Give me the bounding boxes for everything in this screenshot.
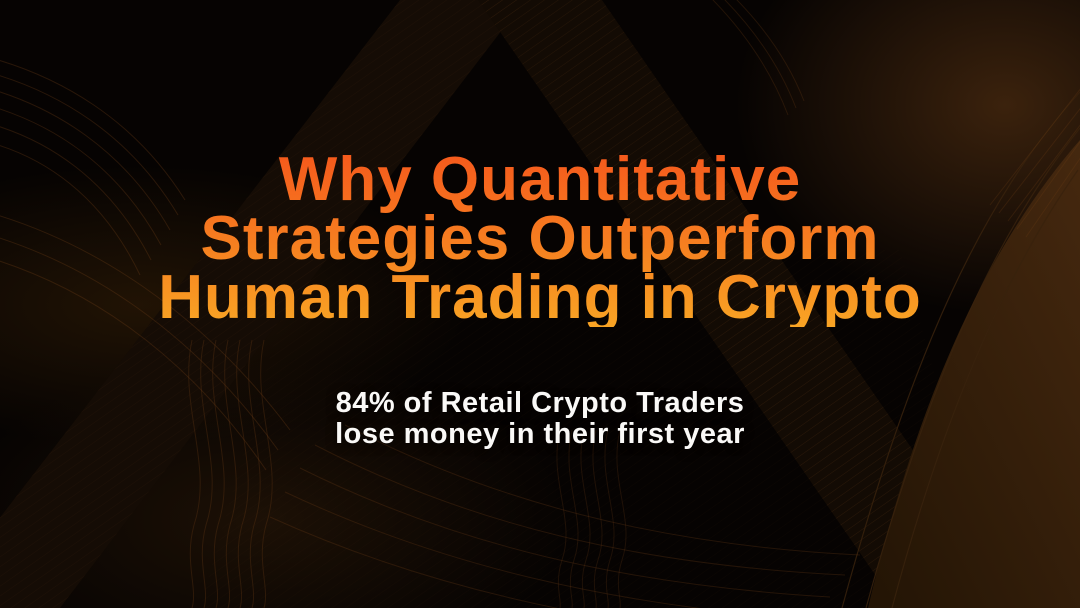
title-line-3: Human Trading in Crypto [158, 263, 922, 332]
top-diagonal-lines [712, 0, 1080, 238]
topleft-contour-lines [0, 60, 291, 471]
slide-subtitle: 84% of Retail Crypto Traders lose money … [335, 388, 745, 450]
center-wavy-lines [556, 429, 627, 608]
bottom-sweep-lines [269, 424, 861, 608]
brown-curve-region [868, 140, 1080, 608]
slide-title: Why Quantitative Strategies Outperform H… [158, 150, 922, 327]
subtitle-line-2: lose money in their first year [335, 418, 745, 450]
title-line-1: Why Quantitative [278, 145, 802, 214]
subtitle-line-1: 84% of Retail Crypto Traders [335, 387, 745, 419]
glow-top-right [735, 0, 1080, 315]
bottomleft-wavy-lines [188, 339, 273, 608]
right-contour-lines [841, 91, 1080, 608]
letter-watermark [0, 0, 1022, 608]
title-line-2: Strategies Outperform [200, 204, 880, 273]
